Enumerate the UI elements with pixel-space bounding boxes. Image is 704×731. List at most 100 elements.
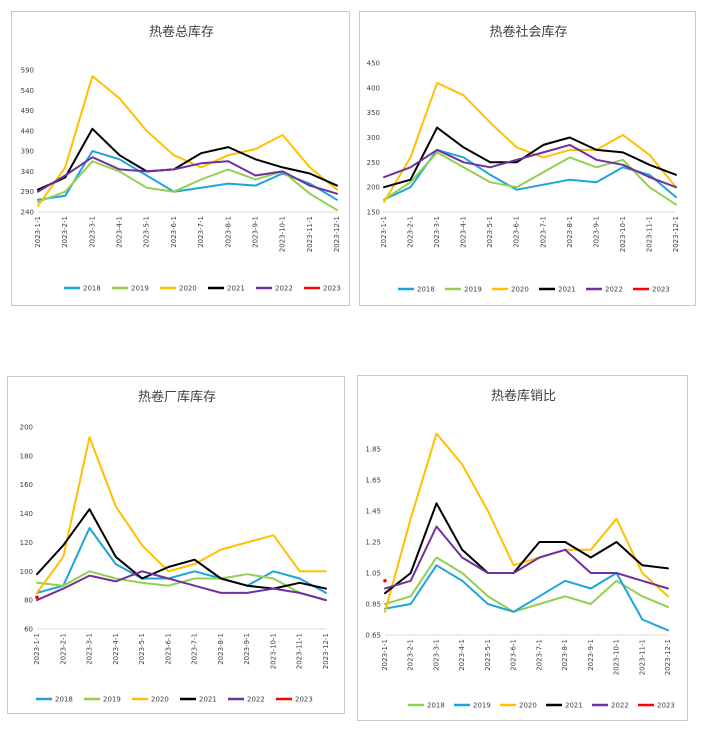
y-tick-label: 1.45	[365, 508, 381, 516]
y-tick-label: 60	[24, 626, 33, 634]
x-tick-label: 2023-3-1	[433, 216, 441, 248]
x-tick-label: 2023-2-1	[407, 216, 415, 248]
y-tick-label: 1.65	[365, 477, 381, 485]
x-tick-label: 2023-10-1	[269, 633, 277, 669]
x-tick-label: 2023-2-1	[61, 216, 69, 248]
x-tick-label: 2023-11-1	[638, 639, 646, 675]
chart-title: 热卷厂库库存	[138, 389, 216, 405]
x-tick-label: 2023-6-1	[170, 216, 178, 248]
legend-label-2018: 2018	[417, 286, 435, 294]
x-tick-label: 2023-12-1	[322, 633, 330, 669]
series-line-2022	[384, 525, 669, 590]
legend-label-2018: 2018	[427, 702, 445, 710]
series-line-2022	[36, 570, 327, 602]
chart-title: 热卷总库存	[149, 24, 214, 40]
x-tick-label: 2023-3-1	[88, 216, 96, 248]
x-tick-label: 2023-7-1	[191, 633, 199, 665]
x-tick-label: 2023-9-1	[243, 633, 251, 665]
x-tick-label: 2023-5-1	[484, 639, 492, 671]
y-tick-label: 440	[21, 127, 34, 135]
series-line-2021	[383, 126, 677, 189]
y-tick-label: 290	[21, 188, 34, 196]
series-line-2019	[37, 160, 338, 211]
chart-inventory-sales-ratio-svg: 热卷库销比 1.85 1.65 1.45 1.25 1.05 0.85 0.652023-1-…	[365, 388, 675, 710]
x-tick-label: 2023-12-1	[672, 216, 680, 252]
y-tick-label: 80	[24, 597, 33, 605]
series-line-2022	[383, 143, 677, 189]
legend-label-2022: 2022	[611, 702, 629, 710]
x-tick-label: 2023-5-1	[143, 216, 151, 248]
series-line-2020	[36, 436, 327, 594]
y-tick-label: 340	[21, 168, 34, 176]
x-tick-label: 2023-4-1	[116, 216, 124, 248]
legend-label-2020: 2020	[151, 696, 169, 704]
legend-label-2022: 2022	[247, 696, 265, 704]
series-line-2019	[384, 564, 669, 632]
chart-inventory-sales-ratio: 热卷库销比 1.85 1.65 1.45 1.25 1.05 0.85 0.65 2023-1-…	[357, 375, 688, 721]
legend-label-2021: 2021	[227, 285, 245, 293]
x-tick-label: 2023-10-1	[619, 216, 627, 252]
x-tick-label: 2023-5-1	[138, 633, 146, 665]
x-tick-label: 2023-7-1	[535, 639, 543, 671]
y-tick-label: 1.05	[365, 570, 381, 578]
legend-label-2022: 2022	[605, 286, 623, 294]
legend-label-2019: 2019	[103, 696, 121, 704]
legend-label-2019: 2019	[464, 286, 482, 294]
x-tick-label: 2023-12-1	[664, 639, 672, 675]
x-tick-label: 2023-1-1	[380, 216, 388, 248]
x-tick-label: 2023-11-1	[306, 216, 314, 252]
x-tick-label: 2023-8-1	[224, 216, 232, 248]
series-line-2021	[37, 127, 338, 191]
y-tick-label: 120	[20, 539, 33, 547]
x-tick-label: 2023-1-1	[34, 216, 42, 248]
y-tick-label: 490	[21, 107, 34, 115]
y-tick-label: 0.65	[365, 632, 381, 640]
x-tick-label: 2023-8-1	[217, 633, 225, 665]
legend-label-2020: 2020	[511, 286, 529, 294]
y-tick-label: 350	[367, 109, 380, 117]
y-tick-label: 250	[367, 159, 380, 167]
y-tick-label: 160	[20, 481, 33, 489]
x-tick-label: 2023-8-1	[561, 639, 569, 671]
chart-social-inventory: 热卷社会库存 450 400 350 300 250 200 150 2023-1-1 2023-…	[359, 11, 696, 306]
x-tick-label: 2023-11-1	[296, 633, 304, 669]
x-tick-label: 2023-4-1	[460, 216, 468, 248]
y-tick-label: 400	[367, 84, 380, 92]
legend-label-2023: 2023	[652, 286, 670, 294]
series-point-2023	[35, 595, 39, 600]
series-line-2021	[36, 508, 327, 590]
series-line-2022	[37, 156, 338, 195]
y-tick-label: 140	[20, 510, 33, 518]
chart-total-inventory: 热卷总库存 590 540 490 440 390 340 290 240 2023-1-1 202…	[11, 11, 350, 306]
y-tick-label: 390	[21, 148, 34, 156]
x-tick-label: 2023-3-1	[86, 633, 94, 665]
legend-label-2018: 2018	[55, 696, 73, 704]
y-tick-label: 300	[367, 134, 380, 142]
y-tick-label: 200	[367, 184, 380, 192]
legend-label-2023: 2023	[657, 702, 675, 710]
x-tick-label: 2023-9-1	[592, 216, 600, 248]
x-tick-label: 2023-4-1	[458, 639, 466, 671]
legend-label-2019: 2019	[131, 285, 149, 293]
x-tick-label: 2023-11-1	[645, 216, 653, 252]
legend-label-2021: 2021	[558, 286, 576, 294]
legend-label-2021: 2021	[565, 702, 583, 710]
x-tick-label: 2023-5-1	[486, 216, 494, 248]
y-tick-label: 590	[21, 67, 34, 75]
legend-label-2023: 2023	[295, 696, 313, 704]
x-tick-label: 2023-9-1	[587, 639, 595, 671]
series-line-2020	[384, 432, 669, 613]
y-tick-label: 150	[367, 209, 380, 217]
series-line-2020	[383, 81, 677, 204]
x-tick-label: 2023-1-1	[381, 639, 389, 671]
legend-label-2018: 2018	[83, 285, 101, 293]
x-tick-label: 2023-12-1	[333, 216, 341, 252]
series-line-2018	[384, 556, 669, 613]
x-tick-label: 2023-8-1	[566, 216, 574, 248]
series-line-2019	[383, 151, 677, 206]
series-line-2018	[36, 527, 327, 594]
x-tick-label: 2023-10-1	[613, 639, 621, 675]
legend-label-2020: 2020	[519, 702, 537, 710]
